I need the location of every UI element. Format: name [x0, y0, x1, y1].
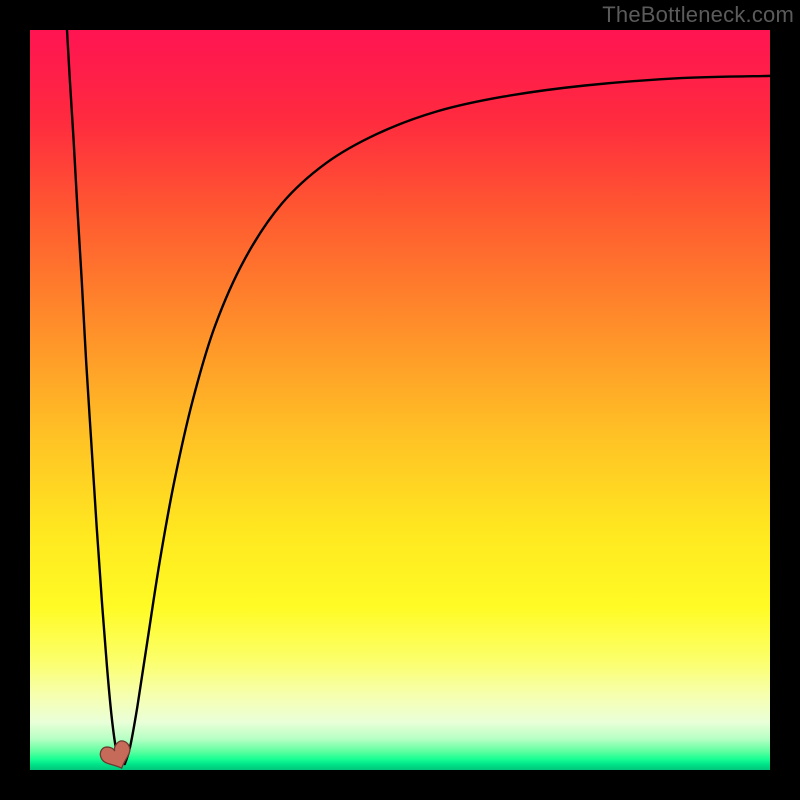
watermark-text: TheBottleneck.com [602, 2, 794, 28]
plot-area [30, 30, 770, 770]
plot-svg [30, 30, 770, 770]
gradient-background [30, 30, 770, 770]
